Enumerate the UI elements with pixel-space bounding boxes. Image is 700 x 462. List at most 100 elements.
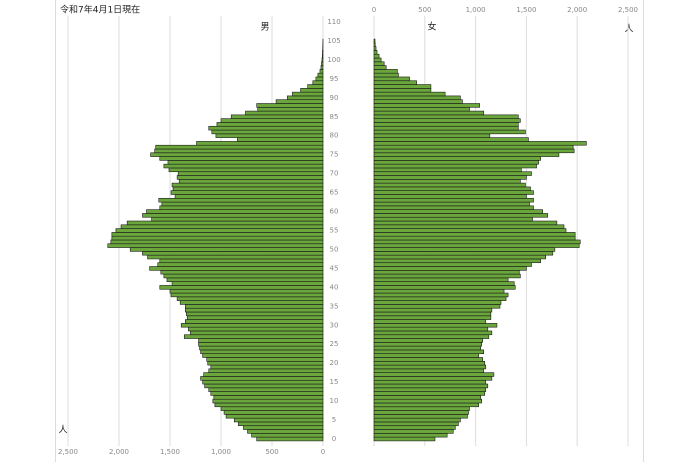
bar [286,95,324,101]
bar [198,342,324,347]
bar [167,160,324,165]
bar [373,205,534,210]
bar [373,251,554,256]
bar [373,194,527,199]
bar [292,91,324,97]
bar [107,243,324,248]
bar [373,319,487,324]
x-tick-label: 2,000 [109,448,129,456]
y-tick-label: 15 [330,378,339,386]
y-tick-label: 30 [330,321,339,329]
bar [373,334,490,339]
bar [223,410,324,415]
y-tick-label: 5 [332,416,336,424]
bar [373,80,417,85]
bar [373,201,530,207]
bar [142,251,324,256]
y-tick-label: 105 [327,37,340,45]
unit-label: 人 [624,24,633,35]
bar [373,88,432,93]
bar [373,414,468,419]
bar [155,144,324,150]
bar [202,353,324,358]
bar [373,53,380,59]
bar [373,69,398,74]
bar [211,129,324,135]
x-tick-label: 0 [321,448,325,456]
bar [373,65,387,70]
bar [373,273,521,279]
bar [321,61,324,66]
bar [373,398,482,404]
y-tick-label: 80 [330,132,339,140]
bar [111,232,324,237]
bar [373,186,531,191]
bar [321,57,324,63]
y-tick-label: 45 [330,264,339,272]
bar [257,106,324,112]
bar [373,38,376,44]
bar [373,114,519,119]
bar [171,281,324,286]
bar [186,311,324,317]
x-tick-label: 500 [265,448,278,456]
x-tick-label: 1,500 [160,448,180,456]
bar [373,209,543,214]
bar [190,330,324,336]
bar [373,110,485,116]
bar [183,334,324,339]
bar [275,99,324,104]
bar [321,53,324,59]
bar [373,179,521,184]
female-label: 女 [427,21,436,33]
bar [373,182,526,188]
bar [373,216,533,222]
bar [373,129,526,135]
bar [373,315,492,320]
bar [373,368,485,373]
bar [196,141,324,146]
bar [142,213,324,218]
bar [373,122,519,127]
bar [373,224,565,229]
bar [373,304,501,309]
bar [373,349,485,355]
bar [126,220,324,226]
y-tick-label: 60 [330,208,339,216]
x-tick-label: 2,000 [567,6,587,14]
bar [111,235,324,241]
bar [233,417,324,423]
y-tick-label: 40 [330,283,339,291]
bar [373,50,378,55]
bar [373,326,489,332]
x-tick-label: 2,500 [58,448,78,456]
bar [373,402,479,408]
x-tick-label: 0 [372,6,376,14]
bar [373,72,399,78]
bar [179,300,324,305]
bar [373,175,527,180]
bar [373,421,459,427]
y-tick-label: 70 [330,170,339,178]
bar [373,300,502,305]
bar [373,395,481,400]
bar [150,152,324,157]
bar [180,323,324,328]
bar [373,84,432,89]
y-tick-label: 55 [330,227,339,235]
bar [210,364,324,370]
bar [220,118,324,123]
y-tick-label: 10 [330,397,339,405]
bar [373,171,532,176]
bar [373,103,480,108]
bar [373,118,521,123]
bar [220,406,324,411]
bar [174,194,324,199]
bar [256,103,324,108]
bar [237,137,324,142]
bar [373,91,446,97]
bar [216,122,324,127]
bar [373,258,541,264]
bar [251,433,324,438]
bar [373,262,532,267]
